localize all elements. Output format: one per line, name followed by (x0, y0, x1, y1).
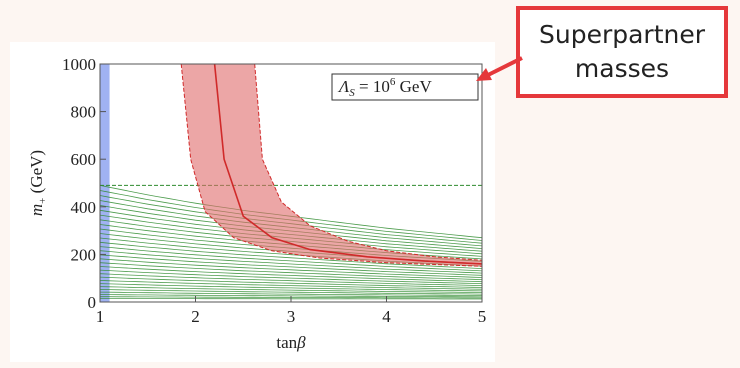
x-axis-label: tanβ (276, 333, 306, 352)
y-tick-label: 200 (71, 245, 97, 264)
contour-line (99, 273, 483, 286)
red-band-upper (254, 63, 483, 261)
annotation-unit: GeV (395, 77, 432, 96)
y-tick-label: 0 (88, 293, 97, 312)
annotation-equals: = 10 (355, 77, 390, 96)
red-band-area (181, 64, 482, 267)
x-tick-label: 4 (382, 307, 391, 326)
excluded-region (100, 64, 110, 302)
y-tick-label: 400 (71, 198, 97, 217)
chart: 1 2 3 4 5 0 200 400 600 800 1000 ΛS = 106 GeV tanβ… (27, 55, 487, 352)
x-tick-label: 1 (96, 307, 105, 326)
contour-line (99, 254, 483, 276)
contour-line (99, 250, 483, 274)
lambda-annotation: ΛS = 106 GeV (331, 73, 479, 101)
superpartner-callout: Superpartner masses (516, 6, 728, 98)
y-axis-label: m+ (GeV) (27, 150, 49, 216)
annotation-subscript: S (349, 87, 355, 99)
contour-line (99, 269, 483, 284)
x-tick-label: 3 (287, 307, 296, 326)
contour-line (99, 246, 483, 272)
contour-line (99, 289, 483, 295)
contour-line (99, 291, 482, 296)
contour-line (99, 262, 483, 280)
contour-line (99, 266, 483, 283)
contour-line (99, 276, 483, 288)
svg-text:ΛS = 106 GeV: ΛS = 106 GeV (337, 76, 432, 99)
contour-line (99, 280, 483, 290)
figure-panel: 1 2 3 4 5 0 200 400 600 800 1000 ΛS = 106 GeV tanβ… (10, 42, 495, 362)
y-tick-label: 1000 (62, 55, 96, 74)
callout-line-1: Superpartner (538, 20, 705, 49)
x-tick-label: 5 (478, 307, 487, 326)
contour-line (99, 294, 483, 298)
contour-line (99, 283, 483, 292)
contour-line (99, 286, 483, 293)
y-tick-label: 800 (71, 103, 97, 122)
annotation-symbol: Λ (337, 77, 350, 96)
contour-line (99, 241, 483, 269)
callout-line-2: masses (574, 54, 670, 83)
y-tick-label: 600 (71, 150, 97, 169)
red-band-central (213, 63, 483, 265)
plot-frame (99, 63, 483, 303)
x-tick-label: 2 (191, 307, 200, 326)
annotation-exponent: 6 (390, 76, 396, 88)
red-band-lower (180, 63, 483, 267)
contour-line (99, 258, 483, 278)
